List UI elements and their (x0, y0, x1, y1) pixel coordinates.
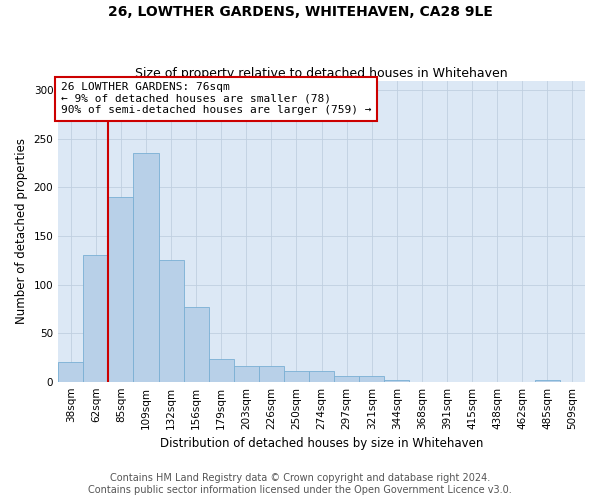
Bar (259, 366, 284, 382)
Bar (184, 307, 209, 382)
Bar (334, 376, 359, 382)
Bar (58, 362, 83, 382)
Bar (209, 360, 234, 382)
X-axis label: Distribution of detached houses by size in Whitehaven: Distribution of detached houses by size … (160, 437, 483, 450)
Text: 26 LOWTHER GARDENS: 76sqm
← 9% of detached houses are smaller (78)
90% of semi-d: 26 LOWTHER GARDENS: 76sqm ← 9% of detach… (61, 82, 371, 116)
Title: Size of property relative to detached houses in Whitehaven: Size of property relative to detached ho… (135, 66, 508, 80)
Bar (83, 256, 109, 382)
Bar (234, 366, 259, 382)
Bar (535, 380, 560, 382)
Bar (359, 376, 385, 382)
Text: 26, LOWTHER GARDENS, WHITEHAVEN, CA28 9LE: 26, LOWTHER GARDENS, WHITEHAVEN, CA28 9L… (107, 5, 493, 19)
Bar (158, 260, 184, 382)
Y-axis label: Number of detached properties: Number of detached properties (15, 138, 28, 324)
Text: Contains HM Land Registry data © Crown copyright and database right 2024.
Contai: Contains HM Land Registry data © Crown c… (88, 474, 512, 495)
Bar (284, 371, 309, 382)
Bar (309, 371, 334, 382)
Bar (385, 380, 409, 382)
Bar (133, 152, 158, 382)
Bar (109, 197, 133, 382)
